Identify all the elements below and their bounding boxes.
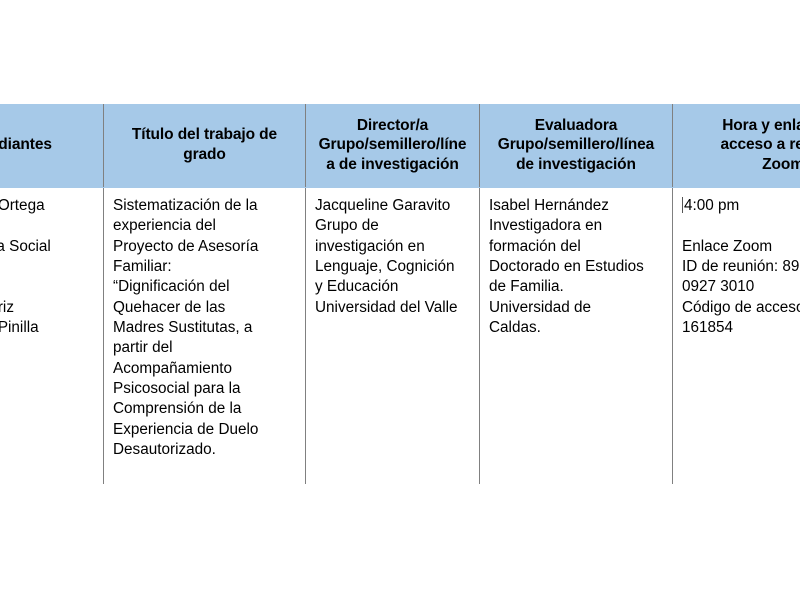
director-line: Jacqueline Garavito bbox=[315, 197, 451, 214]
text-caret bbox=[682, 197, 683, 213]
column-header-hora-enlace-zoom: Hora y enlace de acceso a reunión Zoom bbox=[672, 104, 800, 188]
column-header-evaluadora: Evaluadora Grupo/semillero/línea de inve… bbox=[479, 104, 673, 188]
header-line: Grupo/semillero/línea bbox=[497, 136, 655, 154]
cell-evaluadora: Isabel Hernández Investigadora en formac… bbox=[479, 187, 673, 484]
director-line: investigación en bbox=[315, 237, 425, 255]
student-line: Ana María Ortega bbox=[0, 197, 45, 214]
student-line-blank bbox=[0, 277, 95, 297]
student-line-blank bbox=[0, 257, 95, 277]
cell-estudiantes: Ana María Ortega Ramírez Trabajadora Soc… bbox=[0, 187, 104, 484]
cell-hora-enlace-zoom: 4:00 pm Enlace Zoom ID de reunión: 890 0… bbox=[672, 187, 800, 484]
student-line: Laura Beatriz bbox=[0, 298, 14, 316]
evaluator-line: formación del bbox=[489, 237, 581, 255]
evaluator-line: Investigadora en bbox=[489, 217, 603, 235]
header-line: Título del trabajo de bbox=[131, 126, 278, 144]
evaluator-line: Universidad de bbox=[489, 298, 592, 316]
table-header-row: Estudiantes Título del trabajo de grado … bbox=[0, 104, 800, 188]
cell-titulo-trabajo-grado: Sistematización de la experiencia del Pr… bbox=[103, 187, 306, 484]
table-row: Ana María Ortega Ramírez Trabajadora Soc… bbox=[0, 187, 800, 484]
header-line: Estudiantes bbox=[0, 136, 52, 154]
table-header-row-group: Estudiantes Título del trabajo de grado … bbox=[0, 104, 800, 188]
header-line: Director/a bbox=[356, 116, 429, 134]
title-line: partir del bbox=[113, 339, 173, 357]
header-line: Hora y enlace de bbox=[722, 116, 800, 134]
title-line: Psicosocial para la bbox=[113, 380, 241, 398]
meeting-time: 4:00 pm bbox=[684, 197, 740, 214]
table-body: Ana María Ortega Ramírez Trabajadora Soc… bbox=[0, 187, 800, 484]
header-line: Evaluadora bbox=[534, 116, 618, 134]
student-line: Trabajadora Social bbox=[0, 237, 51, 255]
title-line: Familiar: bbox=[113, 258, 172, 276]
title-line: Madres Sustitutas, a bbox=[113, 319, 253, 337]
header-line: acceso a reunión bbox=[720, 136, 800, 154]
title-line: Experiencia de Duelo bbox=[113, 420, 259, 438]
student-line: Psicóloga bbox=[0, 338, 95, 358]
director-line: y Educación bbox=[315, 278, 399, 296]
cell-director: Jacqueline Garavito Grupo de investigaci… bbox=[305, 187, 480, 484]
zoom-access-code-label: Código de acceso: bbox=[682, 298, 800, 316]
title-line: Proyecto de Asesoría bbox=[113, 237, 259, 255]
table-wrapper: Estudiantes Título del trabajo de grado … bbox=[0, 104, 800, 484]
title-line: Comprensión de la bbox=[113, 400, 242, 418]
director-line: Grupo de bbox=[315, 217, 379, 235]
header-line: de investigación bbox=[516, 155, 636, 173]
evaluator-line: Caldas. bbox=[489, 319, 541, 337]
title-line: “Dignificación del bbox=[113, 278, 230, 296]
student-line: Ramírez bbox=[0, 216, 95, 236]
header-line: Zoom bbox=[762, 155, 800, 173]
zoom-access-code-value: 161854 bbox=[682, 319, 734, 337]
column-header-estudiantes: Estudiantes bbox=[0, 104, 104, 188]
evaluator-line: Isabel Hernández bbox=[489, 197, 609, 214]
title-line: Sistematización de la bbox=[113, 197, 258, 214]
header-line: Grupo/semillero/líne bbox=[318, 136, 467, 154]
title-line: experiencia del bbox=[113, 217, 216, 235]
title-line: Quehacer de las bbox=[113, 298, 226, 316]
evaluator-line: Doctorado en Estudios bbox=[489, 258, 644, 276]
title-line: Acompañamiento bbox=[113, 359, 233, 377]
student-line: Rodríguez Pinilla bbox=[0, 319, 39, 337]
title-line: Desautorizado. bbox=[113, 441, 216, 459]
header-line: grado bbox=[183, 146, 226, 163]
zoom-meeting-id-line: ID de reunión: 890 bbox=[682, 258, 800, 276]
evaluator-line: de Familia. bbox=[489, 278, 564, 296]
meeting-time-line: 4:00 pm bbox=[682, 196, 800, 216]
zoom-link-label[interactable]: Enlace Zoom bbox=[682, 237, 773, 255]
header-line: a de investigación bbox=[326, 155, 459, 173]
zoom-meeting-id-line: 0927 3010 bbox=[682, 278, 755, 296]
director-line: Universidad del Valle bbox=[315, 298, 458, 316]
column-header-director: Director/a Grupo/semillero/líne a de inv… bbox=[305, 104, 480, 188]
director-line: Lenguaje, Cognición bbox=[315, 258, 455, 276]
zoom-line-blank bbox=[682, 216, 800, 236]
column-header-titulo-trabajo-grado: Título del trabajo de grado bbox=[103, 104, 306, 188]
grade-projects-table: Estudiantes Título del trabajo de grado … bbox=[0, 104, 800, 484]
